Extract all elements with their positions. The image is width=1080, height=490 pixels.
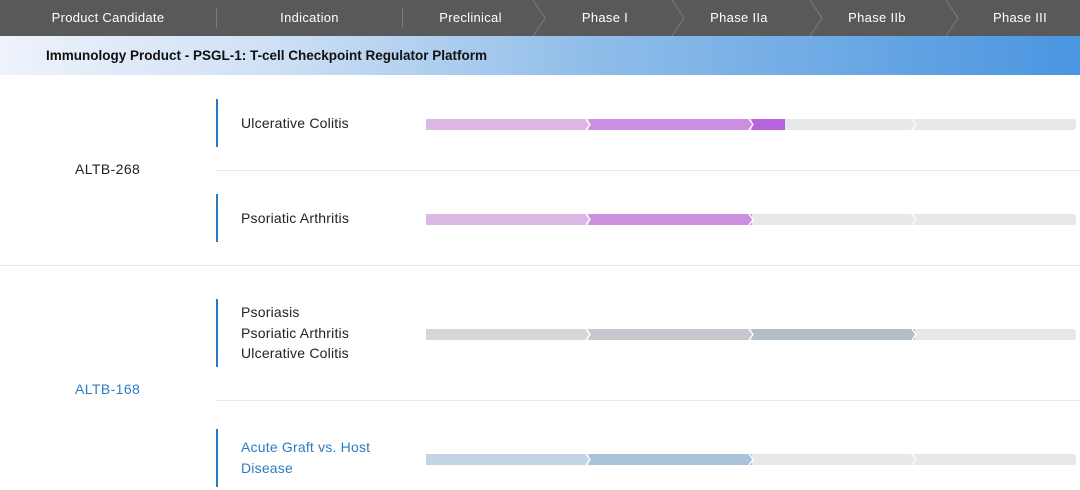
product-name-altb-168[interactable]: ALTB-168: [75, 381, 141, 397]
progress-fill-segment: [589, 214, 752, 225]
progress-bar-altb268-psoriatic-arthritis: [426, 212, 1076, 226]
header-separator: [402, 8, 403, 28]
product-name-altb-268[interactable]: ALTB-268: [75, 161, 141, 177]
header-phase-2b: Phase IIb: [848, 10, 906, 25]
indication-line: Psoriatic Arthritis: [241, 210, 350, 226]
phase-separator-chevron: [911, 213, 917, 226]
progress-fill-segment: [752, 119, 785, 130]
indication-accent-bar: [216, 99, 218, 147]
progress-fill-segment: [426, 454, 589, 465]
product-divider: [0, 265, 1080, 266]
indication-accent-bar: [216, 429, 218, 487]
phase-separator-chevron: [748, 453, 754, 466]
progress-track: [426, 118, 1076, 131]
header-phase-3: Phase III: [992, 10, 1047, 25]
header-phase-2a: Phase IIa: [710, 10, 768, 25]
progress-fill-segment: [426, 119, 589, 130]
phase-separator-chevron: [748, 213, 754, 226]
indication-accent-bar: [216, 299, 218, 367]
indication-line: Psoriasis: [241, 304, 300, 320]
progress-bar-altb168-psoriasis-group: [426, 327, 1076, 341]
indication-line: Acute Graft vs. Host: [241, 439, 371, 455]
indication-line: Ulcerative Colitis: [241, 115, 349, 131]
chevron-right-icon: [945, 0, 959, 36]
progress-track: [426, 328, 1076, 341]
header-separator: [216, 8, 217, 28]
indication-label: Psoriasis Psoriatic Arthritis Ulcerative…: [241, 302, 349, 364]
header-preclinical: Preclinical: [439, 10, 502, 25]
progress-track: [426, 213, 1076, 226]
progress-fill-segment: [426, 329, 589, 340]
indication-label-link[interactable]: Acute Graft vs. Host Disease: [241, 437, 370, 478]
progress-track: [426, 453, 1076, 466]
chevron-right-icon: [532, 0, 546, 36]
indication-line: Psoriatic Arthritis: [241, 324, 350, 341]
phase-separator-chevron: [911, 118, 917, 131]
pipeline-header: Product Candidate Indication Preclinical…: [0, 0, 1080, 36]
header-product-candidate: Product Candidate: [51, 10, 165, 25]
progress-bar-altb268-ulcerative-colitis: [426, 117, 1076, 131]
phase-separator-chevron: [585, 453, 591, 466]
phase-separator-chevron: [748, 118, 754, 131]
progress-fill-segment: [589, 119, 752, 130]
phase-separator-chevron: [911, 328, 917, 341]
phase-separator-chevron: [911, 453, 917, 466]
row-divider: [216, 400, 1080, 401]
chevron-right-icon: [809, 0, 823, 36]
indication-line: Disease: [241, 459, 293, 476]
indication-label: Ulcerative Colitis: [241, 113, 349, 134]
progress-fill-segment: [589, 454, 752, 465]
phase-separator-chevron: [585, 328, 591, 341]
phase-separator-chevron: [585, 213, 591, 226]
phase-separator-chevron: [585, 118, 591, 131]
phase-separator-chevron: [748, 328, 754, 341]
indication-line: Ulcerative Colitis: [241, 345, 349, 361]
header-phase-1: Phase I: [581, 10, 629, 25]
header-indication: Indication: [280, 10, 339, 25]
progress-fill-segment: [752, 329, 915, 340]
chevron-right-icon: [671, 0, 685, 36]
indication-accent-bar: [216, 194, 218, 242]
category-banner: Immunology Product - PSGL-1: T-cell Chec…: [0, 36, 1080, 75]
row-divider: [216, 170, 1080, 171]
indication-label: Psoriatic Arthritis: [241, 208, 349, 229]
progress-bar-altb168-gvhd: [426, 452, 1076, 466]
progress-fill-segment: [589, 329, 752, 340]
progress-fill-segment: [426, 214, 589, 225]
